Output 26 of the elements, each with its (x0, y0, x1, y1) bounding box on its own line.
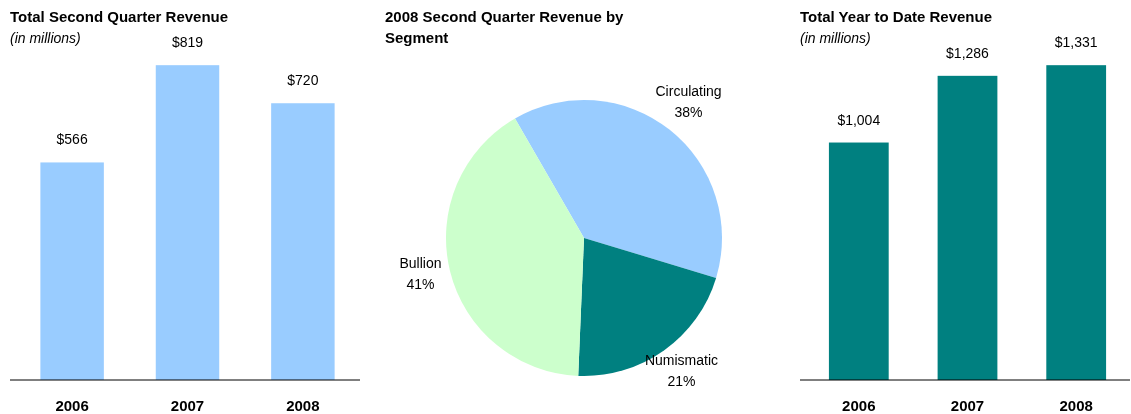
data-label: $1,286 (946, 44, 990, 61)
data-label: 38% (674, 104, 703, 121)
slice-label: Bullion (399, 255, 442, 272)
chart-subtitle: (in millions) (10, 30, 81, 46)
data-label: $1,331 (1054, 34, 1098, 51)
data-label: 21% (667, 373, 696, 390)
chart-title: Total Second Quarter Revenue (10, 8, 229, 25)
slice-label: Circulating (655, 83, 722, 100)
pie-slice (446, 118, 584, 376)
chart-title: Total Year to Date Revenue (800, 8, 993, 25)
data-label: $566 (56, 131, 88, 148)
x-tick-label: 2006 (55, 397, 89, 414)
slice-label: Numismatic (644, 352, 719, 369)
x-tick-label: 2008 (286, 397, 320, 414)
pie-slice (578, 238, 717, 376)
x-tick-label: 2006 (842, 397, 876, 414)
data-label: $720 (287, 72, 319, 89)
chart-title: 2008 Second Quarter Revenue by Segment (385, 8, 625, 46)
x-tick-label: 2007 (170, 397, 205, 414)
pie-slice (515, 100, 722, 278)
x-tick-label: 2008 (1059, 397, 1093, 414)
data-label: 41% (406, 276, 435, 293)
data-label: $1,004 (837, 111, 881, 128)
data-label: $819 (171, 34, 204, 51)
chart-subtitle: (in millions) (800, 30, 871, 46)
x-tick-label: 2007 (950, 397, 985, 414)
